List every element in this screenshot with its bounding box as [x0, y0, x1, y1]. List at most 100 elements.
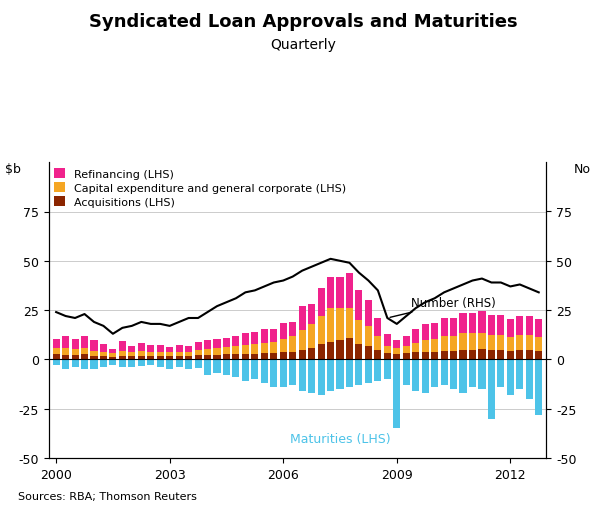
Bar — [517, 360, 523, 389]
Bar — [204, 360, 211, 376]
Bar — [90, 351, 98, 357]
Bar — [299, 350, 306, 360]
Bar — [138, 357, 145, 360]
Bar — [517, 317, 523, 335]
Bar — [402, 336, 410, 346]
Bar — [393, 340, 401, 348]
Bar — [242, 333, 249, 345]
Bar — [346, 273, 353, 308]
Bar — [128, 357, 135, 360]
Bar — [280, 353, 287, 360]
Bar — [412, 360, 419, 391]
Bar — [375, 360, 381, 381]
Bar — [157, 360, 164, 367]
Bar — [478, 349, 486, 360]
Bar — [100, 357, 107, 360]
Bar — [441, 336, 447, 351]
Bar — [459, 314, 467, 333]
Bar — [384, 354, 391, 360]
Bar — [204, 349, 211, 356]
Bar — [336, 277, 344, 308]
Bar — [128, 352, 135, 357]
Bar — [270, 360, 277, 387]
Bar — [72, 360, 78, 367]
Bar — [261, 360, 268, 383]
Bar — [355, 291, 362, 320]
Bar — [308, 348, 315, 360]
Bar — [393, 348, 401, 355]
Bar — [100, 344, 107, 352]
Bar — [223, 347, 230, 355]
Bar — [289, 360, 296, 385]
Bar — [365, 346, 372, 360]
Bar — [450, 351, 457, 360]
Bar — [327, 360, 334, 391]
Bar — [488, 350, 495, 360]
Bar — [299, 306, 306, 330]
Bar — [488, 360, 495, 419]
Bar — [289, 352, 296, 360]
Bar — [148, 360, 154, 365]
Bar — [384, 334, 391, 346]
Bar — [81, 355, 88, 360]
Bar — [289, 336, 296, 352]
Bar — [346, 360, 353, 387]
Bar — [157, 345, 164, 352]
Bar — [270, 342, 277, 354]
Bar — [441, 360, 447, 385]
Bar — [214, 360, 220, 374]
Bar — [166, 353, 173, 357]
Bar — [232, 346, 240, 355]
Bar — [431, 360, 438, 387]
Bar — [251, 360, 259, 379]
Bar — [431, 323, 438, 339]
Bar — [289, 322, 296, 336]
Bar — [365, 326, 372, 346]
Bar — [194, 350, 202, 356]
Bar — [280, 339, 287, 353]
Bar — [194, 360, 202, 369]
Bar — [242, 360, 249, 381]
Bar — [441, 318, 447, 336]
Bar — [450, 360, 457, 389]
Bar — [384, 346, 391, 354]
Bar — [384, 360, 391, 379]
Bar — [346, 338, 353, 360]
Bar — [109, 349, 117, 354]
Bar — [412, 343, 419, 353]
Bar — [422, 324, 429, 340]
Bar — [280, 360, 287, 387]
Bar — [517, 335, 523, 350]
Bar — [497, 350, 504, 360]
Bar — [327, 277, 334, 308]
Bar — [375, 350, 381, 360]
Bar — [53, 339, 59, 348]
Bar — [166, 360, 173, 370]
Bar — [412, 329, 419, 343]
Bar — [109, 360, 117, 365]
Bar — [53, 348, 59, 355]
Bar — [478, 333, 486, 349]
Bar — [507, 351, 514, 360]
Bar — [251, 355, 259, 360]
Bar — [526, 350, 533, 360]
Bar — [507, 337, 514, 351]
Bar — [72, 349, 78, 356]
Bar — [175, 360, 183, 367]
Bar — [497, 316, 504, 335]
Bar — [535, 360, 542, 415]
Bar — [459, 333, 467, 350]
Bar — [402, 360, 410, 385]
Bar — [157, 357, 164, 360]
Text: Quarterly: Quarterly — [271, 38, 336, 52]
Bar — [355, 320, 362, 344]
Bar — [100, 360, 107, 367]
Bar — [526, 335, 533, 350]
Bar — [365, 360, 372, 383]
Bar — [223, 338, 230, 347]
Bar — [232, 336, 240, 346]
Bar — [469, 333, 476, 350]
Bar — [223, 360, 230, 376]
Bar — [261, 329, 268, 343]
Bar — [128, 346, 135, 352]
